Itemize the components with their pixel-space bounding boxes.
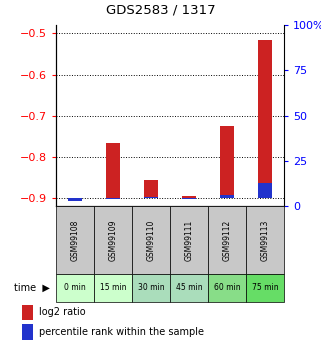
Text: GSM99108: GSM99108	[71, 219, 80, 260]
Text: GSM99109: GSM99109	[108, 219, 118, 261]
Bar	[144, 179, 158, 198]
Bar	[94, 206, 132, 274]
Bar	[246, 206, 284, 274]
Bar	[182, 196, 196, 198]
Bar	[144, 197, 158, 198]
Text: 30 min: 30 min	[138, 283, 164, 292]
Bar	[68, 198, 82, 200]
Bar	[106, 198, 120, 199]
Text: GDS2583 / 1317: GDS2583 / 1317	[106, 3, 215, 17]
Text: 45 min: 45 min	[176, 283, 203, 292]
Text: percentile rank within the sample: percentile rank within the sample	[39, 327, 204, 337]
Bar	[132, 206, 170, 274]
Bar	[246, 274, 284, 302]
Text: GSM99112: GSM99112	[222, 219, 232, 260]
Bar	[22, 305, 33, 320]
Text: 0 min: 0 min	[64, 283, 86, 292]
Bar	[182, 198, 196, 199]
Text: GSM99111: GSM99111	[185, 219, 194, 260]
Text: 60 min: 60 min	[214, 283, 240, 292]
Bar	[258, 183, 272, 198]
Bar	[68, 198, 82, 201]
Bar	[106, 142, 120, 198]
Bar	[170, 206, 208, 274]
Text: GSM99113: GSM99113	[261, 219, 270, 260]
Bar	[56, 274, 94, 302]
Bar	[220, 126, 234, 198]
Text: log2 ratio: log2 ratio	[39, 307, 86, 317]
Bar	[208, 274, 246, 302]
Bar	[94, 274, 132, 302]
Text: 15 min: 15 min	[100, 283, 126, 292]
Text: GSM99110: GSM99110	[147, 219, 156, 260]
Text: 75 min: 75 min	[252, 283, 278, 292]
Text: time  ▶: time ▶	[14, 283, 50, 293]
Bar	[56, 206, 94, 274]
Bar	[22, 325, 33, 339]
Bar	[220, 196, 234, 198]
Bar	[170, 274, 208, 302]
Bar	[132, 274, 170, 302]
Bar	[208, 206, 246, 274]
Bar	[258, 40, 272, 198]
